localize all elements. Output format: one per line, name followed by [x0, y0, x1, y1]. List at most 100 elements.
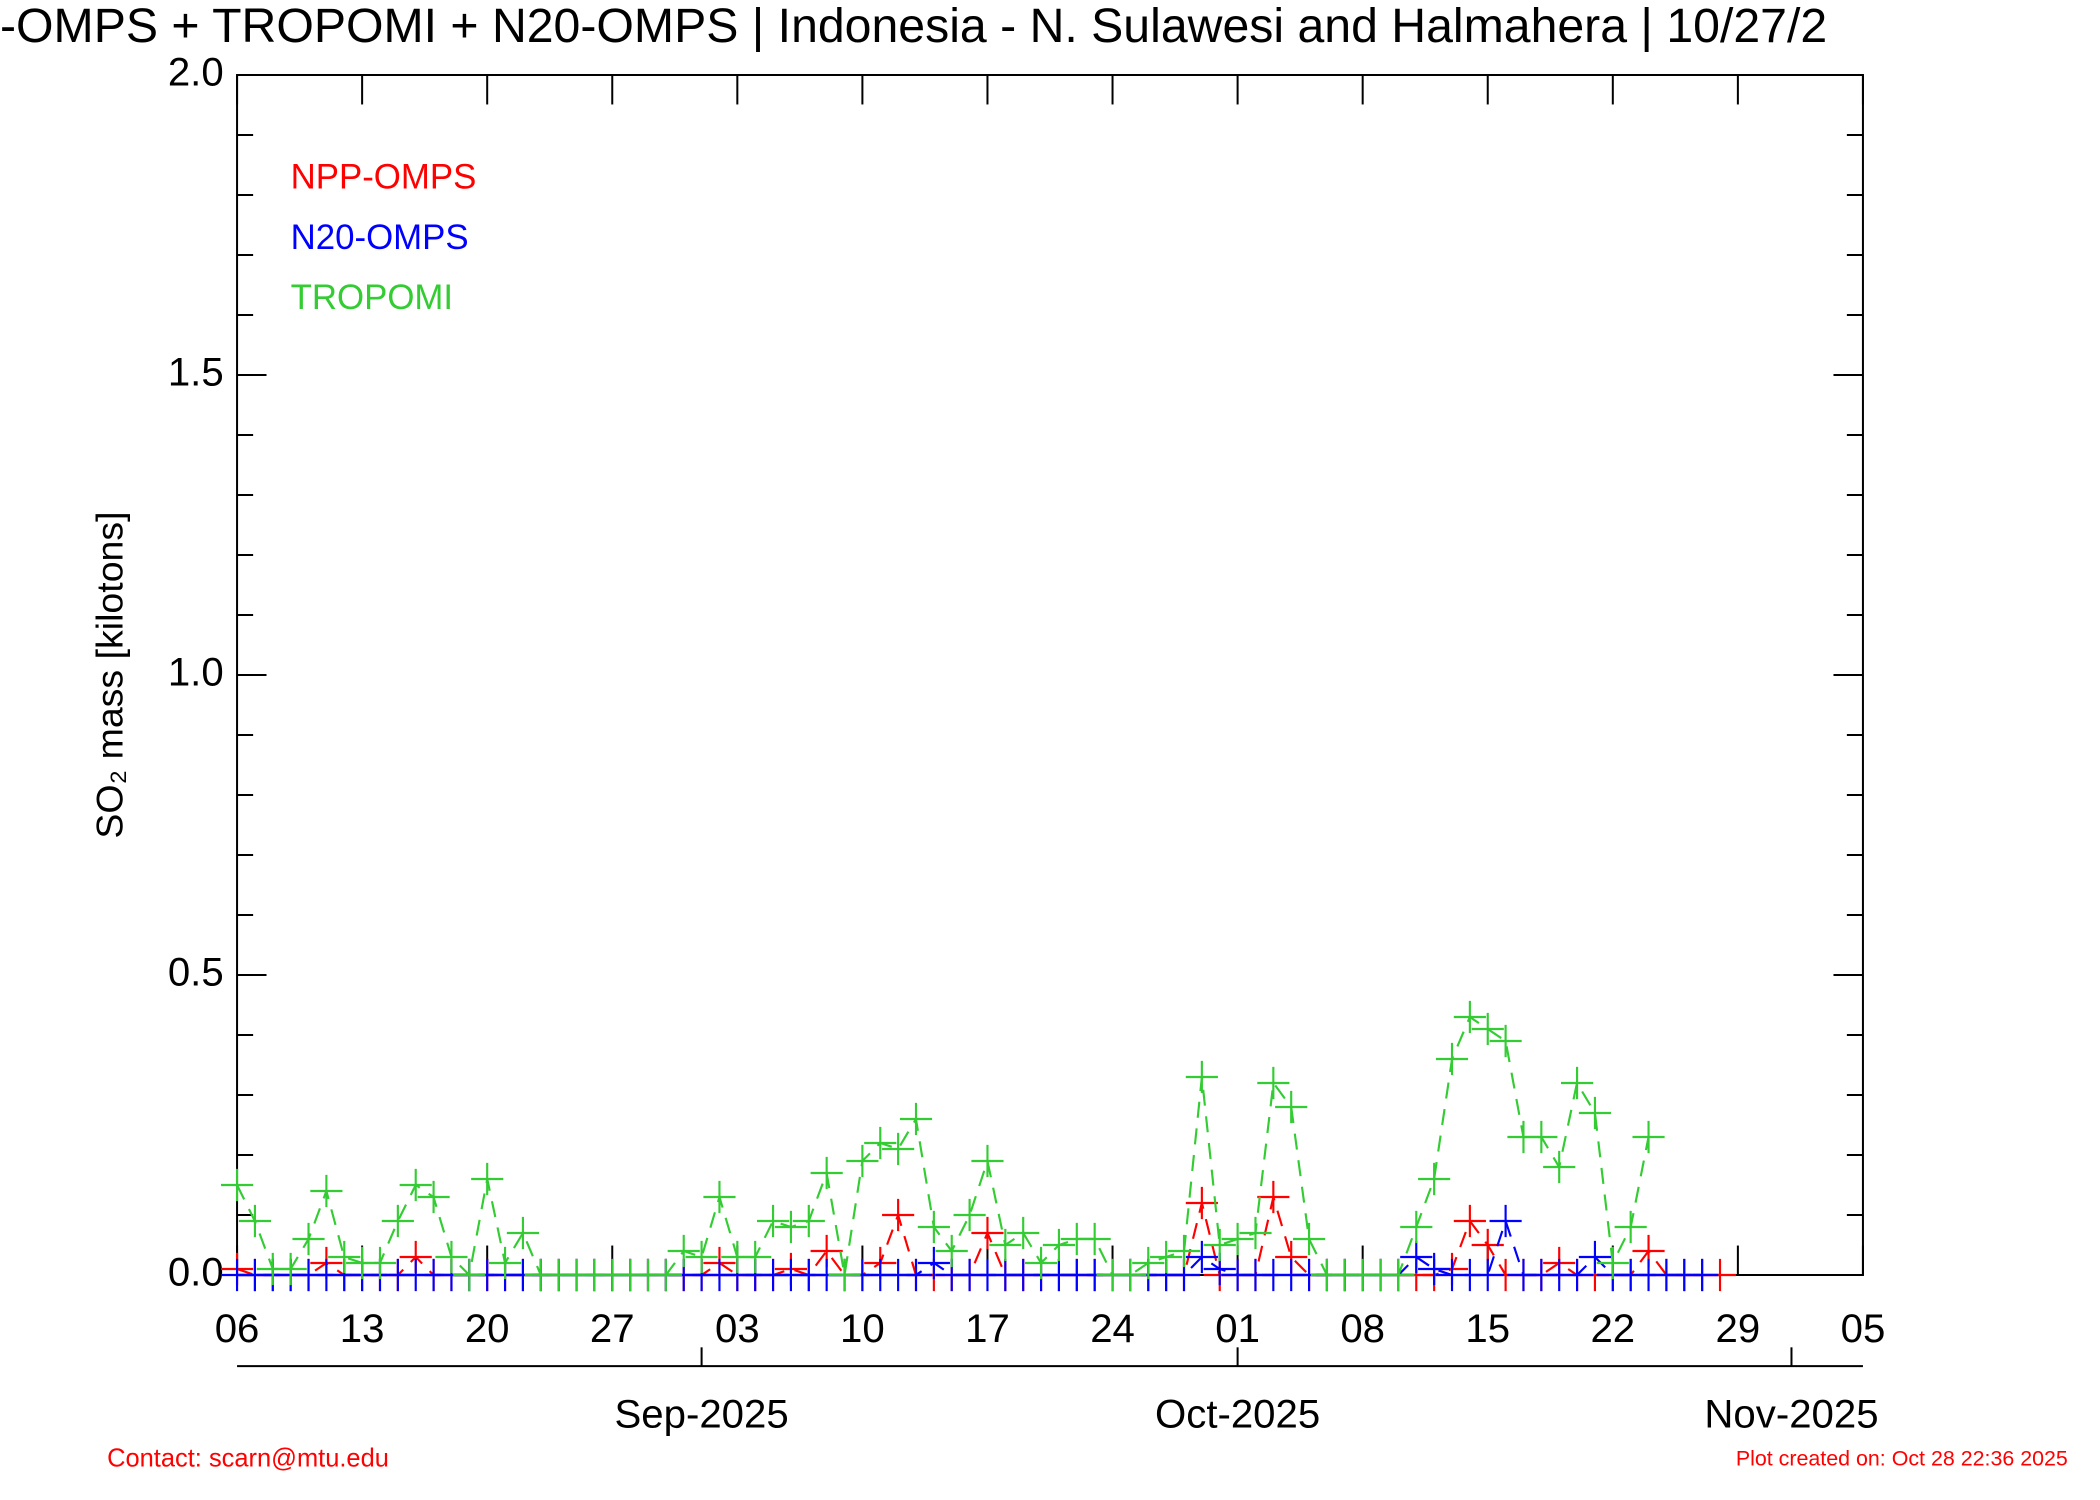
x-tick-label: 06: [215, 1306, 260, 1351]
series-line: [236, 1015, 1650, 1278]
marker: [1400, 1210, 1433, 1244]
marker: [971, 1216, 1004, 1250]
marker: [953, 1198, 986, 1232]
marker: [220, 1168, 254, 1202]
marker: [363, 1246, 397, 1280]
marker: [1632, 1120, 1665, 1154]
legend-entry: TROPOMI: [291, 278, 453, 317]
month-label: Oct-2025: [1155, 1392, 1320, 1437]
y-tick-label: 1.0: [168, 650, 224, 695]
x-tick-label: 22: [1590, 1306, 1635, 1351]
marker: [882, 1132, 915, 1166]
marker: [381, 1204, 414, 1238]
marker: [1114, 1258, 1147, 1292]
marker: [1024, 1246, 1058, 1280]
marker: [756, 1204, 790, 1238]
marker: [1382, 1258, 1415, 1292]
marker: [471, 1162, 504, 1196]
marker: [453, 1258, 486, 1292]
marker: [310, 1174, 343, 1208]
x-tick-label: 01: [1215, 1306, 1260, 1351]
marker: [1543, 1150, 1576, 1184]
contact: Contact: scarn@mtu.edu: [107, 1445, 389, 1473]
marker: [1561, 1066, 1594, 1100]
legend-entry: N20-OMPS: [291, 218, 469, 257]
marker: [739, 1240, 772, 1274]
x-tick-label: 05: [1841, 1306, 1886, 1351]
marker: [1400, 1240, 1433, 1274]
marker: [899, 1258, 933, 1292]
y-tick-label: 0.5: [168, 950, 224, 995]
x-tick-label: 29: [1716, 1306, 1761, 1351]
marker: [1471, 1258, 1504, 1292]
x-tick-label: 08: [1340, 1306, 1385, 1351]
marker: [685, 1240, 718, 1274]
x-tick-label: 03: [715, 1306, 760, 1351]
marker: [1578, 1240, 1612, 1274]
marker: [1185, 1186, 1218, 1220]
marker: [1596, 1246, 1629, 1280]
x-tick-label: 10: [840, 1306, 885, 1351]
x-tick-label: 17: [965, 1306, 1010, 1351]
marker: [882, 1198, 915, 1232]
marker: [1418, 1252, 1451, 1286]
marker: [1042, 1228, 1076, 1262]
marker: [917, 1246, 950, 1280]
marker: [1525, 1120, 1558, 1154]
marker: [810, 1156, 843, 1190]
marker: [1293, 1222, 1326, 1256]
marker: [417, 1180, 450, 1214]
marker: [774, 1210, 807, 1244]
marker: [238, 1204, 271, 1238]
marker: [899, 1102, 933, 1136]
y-axis-label: SO₂ mass [kilotons]: [88, 511, 130, 838]
x-tick-label: 15: [1465, 1306, 1510, 1351]
marker: [488, 1246, 522, 1280]
marker: [935, 1234, 968, 1268]
y-tick-label: 0.0: [168, 1250, 224, 1295]
marker: [1132, 1246, 1165, 1280]
plot-frame: [236, 73, 1864, 1277]
marker: [1561, 1258, 1594, 1292]
chart-title: -OMPS + TROPOMI + N20-OMPS | Indonesia -…: [0, 0, 1827, 53]
marker: [1257, 1066, 1290, 1100]
marker: [1185, 1060, 1218, 1094]
marker: [1150, 1240, 1183, 1274]
marker: [1167, 1234, 1201, 1268]
marker: [1275, 1090, 1308, 1124]
marker: [1686, 1258, 1719, 1292]
marker: [1221, 1222, 1254, 1256]
marker: [328, 1240, 361, 1274]
marker: [1078, 1222, 1111, 1256]
month-label: Nov-2025: [1704, 1392, 1878, 1437]
marker: [864, 1126, 897, 1160]
marker: [1471, 1228, 1504, 1262]
marker: [1489, 1204, 1522, 1238]
y-tick-label: 1.5: [168, 350, 224, 395]
marker: [1418, 1162, 1451, 1196]
marker: [1435, 1042, 1469, 1076]
marker: [1007, 1216, 1040, 1250]
marker: [649, 1258, 682, 1292]
y-tick-label: 2.0: [168, 50, 224, 95]
marker: [292, 1222, 325, 1256]
marker: [1203, 1228, 1236, 1262]
x-tick-label: 13: [340, 1306, 385, 1351]
marker: [1185, 1240, 1218, 1274]
marker: [1257, 1180, 1290, 1214]
legend-entry: NPP-OMPS: [291, 158, 477, 197]
marker: [828, 1258, 861, 1292]
marker: [703, 1180, 736, 1214]
x-tick-label: 27: [590, 1306, 635, 1351]
marker: [989, 1228, 1022, 1262]
marker: [846, 1144, 879, 1178]
marker: [1453, 1000, 1486, 1034]
marker: [917, 1210, 950, 1244]
x-tick-label: 20: [465, 1306, 510, 1351]
marker: [1239, 1216, 1272, 1250]
marker: [506, 1216, 539, 1250]
month-label: Sep-2025: [615, 1392, 789, 1437]
marker: [667, 1234, 700, 1268]
